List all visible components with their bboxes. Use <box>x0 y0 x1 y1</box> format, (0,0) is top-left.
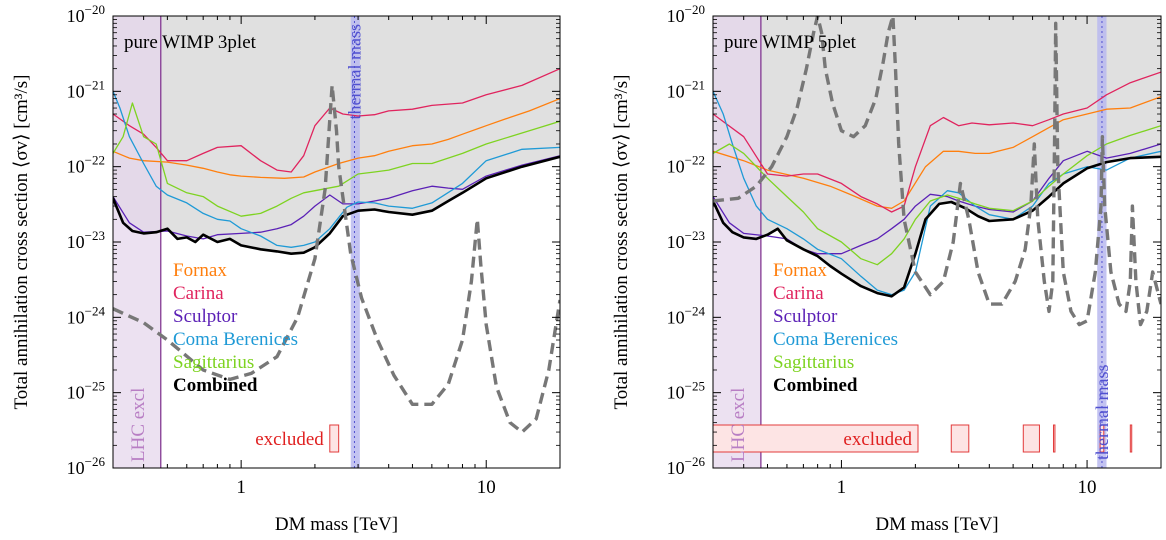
series-line-combined <box>113 155 560 255</box>
series-line-sculptor <box>113 155 560 240</box>
y-tick-label: 10−22 <box>667 153 705 177</box>
series-line-combined <box>713 155 1161 298</box>
lhc-excl-label: LHC excl <box>728 388 749 462</box>
thermal-mass-label: thermal mass <box>1092 365 1112 460</box>
left-chart-panel: 10−20 10−21 10−22 10−23 10−24 10−25 10−26 1 10 DM… <box>11 2 561 535</box>
legend-entry-coma-berenices: Coma Berenices <box>173 329 298 350</box>
excluded-box <box>1099 424 1105 453</box>
series-line-carina <box>113 68 560 173</box>
lhc-excl-label: LHC excl <box>128 388 149 462</box>
y-tick-label: 10−20 <box>667 2 705 26</box>
series-line-coma-berenices <box>713 90 1161 296</box>
y-tick-label: 10−20 <box>67 2 105 26</box>
y-tick-label: 10−23 <box>667 228 705 252</box>
legend-entry-sculptor: Sculptor <box>773 306 838 327</box>
y-axis-label: Total annihilation cross section ⟨σv⟩ [c… <box>611 75 632 410</box>
x-tick-label: 10 <box>477 477 496 498</box>
panel-title-label: pure WIMP 5plet <box>724 32 857 53</box>
right-chart-panel: 10−20 10−21 10−22 10−23 10−24 10−25 10−26 1 10 DM… <box>611 2 1162 535</box>
series-line-sagittarius <box>113 102 560 217</box>
series-line-fornax <box>713 96 1161 209</box>
y-axis-label: Total annihilation cross section ⟨σv⟩ [c… <box>11 75 32 410</box>
excluded-box <box>712 424 919 453</box>
y-tick-label: 10−23 <box>67 228 105 252</box>
legend-entry-fornax: Fornax <box>773 260 827 281</box>
series-line-sagittarius <box>713 125 1161 266</box>
thermal-mass-label: thermal mass <box>344 24 364 119</box>
legend-entry-sagittarius: Sagittarius <box>773 352 854 373</box>
predicted-cross-section-line <box>713 16 1161 327</box>
legend-entry-sculptor: Sculptor <box>173 306 238 327</box>
predicted-cross-section-line <box>113 83 560 434</box>
series-line-coma-berenices <box>113 90 560 248</box>
excluded-label: excluded <box>843 429 912 450</box>
legend-entry-coma-berenices: Coma Berenices <box>773 329 898 350</box>
panel-title-label: pure WIMP 3plet <box>124 32 257 53</box>
series-line-fornax <box>113 97 560 179</box>
x-tick-label: 1 <box>236 477 246 498</box>
y-tick-label: 10−21 <box>67 77 105 101</box>
excluded-box <box>1022 424 1040 453</box>
legend-entry-carina: Carina <box>773 283 824 304</box>
y-tick-label: 10−25 <box>667 379 705 403</box>
y-tick-label: 10−21 <box>667 77 705 101</box>
y-tick-label: 10−26 <box>667 454 706 478</box>
excluded-box <box>1052 424 1056 453</box>
y-tick-label: 10−24 <box>667 303 706 327</box>
legend-entry-combined: Combined <box>173 375 258 396</box>
y-tick-label: 10−22 <box>67 153 105 177</box>
x-tick-label: 1 <box>837 477 847 498</box>
y-tick-label: 10−25 <box>67 379 105 403</box>
legend-entry-sagittarius: Sagittarius <box>173 352 254 373</box>
excluded-box <box>329 424 340 453</box>
legend-entry-combined: Combined <box>773 375 858 396</box>
legend-entry-carina: Carina <box>173 283 224 304</box>
x-tick-label: 10 <box>1078 477 1097 498</box>
x-axis-label: DM mass [TeV] <box>875 514 998 535</box>
x-axis-label: DM mass [TeV] <box>275 514 398 535</box>
thermal-mass-band <box>350 16 360 468</box>
excluded-box <box>1129 424 1133 453</box>
y-tick-label: 10−26 <box>67 454 106 478</box>
legend-entry-fornax: Fornax <box>173 260 227 281</box>
y-tick-label: 10−24 <box>67 303 106 327</box>
series-line-carina <box>713 71 1161 213</box>
excluded-label: excluded <box>255 429 324 450</box>
excluded-box <box>950 424 970 453</box>
